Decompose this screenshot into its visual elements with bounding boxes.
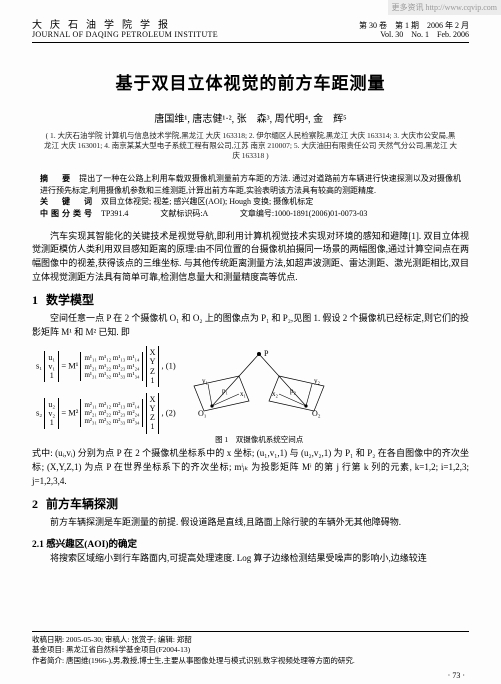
- volume-info: 第 30 卷 第 1 期 2006 年 2 月 Vol. 30 No. 1 Fe…: [359, 21, 469, 40]
- journal-name: 大庆石油学院学报 JOURNAL OF DAQING PETROLEUM INS…: [32, 20, 218, 40]
- svg-text:x₁: x₁: [240, 390, 246, 398]
- page-footer: 收稿日期: 2005-05-30; 审稿人: 张赏子; 编辑: 郑韶 基金项目:…: [32, 631, 469, 667]
- keywords-label: 关 键 词: [40, 197, 95, 206]
- subsection-2-1-title: 感兴趣区(AOI)的确定: [46, 540, 137, 550]
- volume-line-2: Vol. 30 No. 1 Feb. 2006: [359, 30, 469, 40]
- author-list: 唐国维¹, 唐志健¹·², 张 森³, 周代明⁴, 金 辉⁵: [32, 110, 469, 125]
- author-bio: 作者简介: 唐国维(1966-),男,教授,博士生,主要从事图像处理与模式识别,…: [32, 656, 469, 667]
- eq2-vec1: u₂ v₂ 1: [44, 398, 59, 430]
- eq1-vec2: X Y Z 1: [146, 346, 160, 387]
- section-2-num: 2: [32, 497, 38, 511]
- equation-1: s₁ u₁ v₁ 1 = M¹ m¹₁₁ m¹₁₂ m¹₁₃ m¹₁₄ m¹₂₁…: [36, 346, 176, 387]
- sec2-para: 前方车辆探测是车距测量的前提. 假设道路是直线,且路面上除行驶的车辆外无其他障碍…: [32, 516, 469, 530]
- equation-and-figure-row: s₁ u₁ v₁ 1 = M¹ m¹₁₁ m¹₁₂ m¹₁₃ m¹₁₄ m¹₂₁…: [36, 346, 469, 445]
- abstract-text: 提出了一种在公路上利用车载双摄像机测量前方车距的方法. 通过对道路前方车辆进行快…: [40, 174, 461, 195]
- section-2-heading: 2 前方车辆探测: [32, 495, 469, 512]
- classification-label: 中图分类号: [40, 209, 95, 218]
- volume-line-1: 第 30 卷 第 1 期 2006 年 2 月: [359, 21, 469, 31]
- section-1-heading: 1 数学模型: [32, 291, 469, 308]
- introduction-paragraph: 汽车实现其智能化的关键技术是视觉导航,即利用计算机视觉技术实现对环境的感知和避障…: [32, 230, 469, 286]
- keywords-text: 双目立体视觉; 视差; 感兴趣区(AOI); Hough 变换; 摄像机标定: [101, 197, 313, 206]
- abstract-label: 摘 要: [40, 174, 73, 183]
- eq1-vec1: u₁ v₁ 1: [44, 351, 59, 383]
- eq1-matrix: m¹₁₁ m¹₁₂ m¹₁₃ m¹₁₄ m¹₂₁ m¹₂₂ m¹₂₃ m¹₂₄ …: [80, 352, 143, 380]
- subsection-2-1-heading: 2.1 感兴趣区(AOI)的确定: [32, 536, 469, 550]
- svg-text:O₂: O₂: [312, 409, 321, 418]
- affiliations: ( 1. 大庆石油学院 计算机与信息技术学院,黑龙江 大庆 163318; 2.…: [42, 131, 459, 161]
- journal-name-en: JOURNAL OF DAQING PETROLEUM INSTITUTE: [32, 31, 218, 40]
- section-1-title: 数学模型: [46, 293, 94, 307]
- subsection-2-1-num: 2.1: [32, 540, 44, 550]
- svg-text:P: P: [264, 349, 269, 358]
- svg-text:p₂: p₂: [290, 387, 297, 395]
- eq2-vec2: X Y Z 1: [146, 393, 160, 434]
- running-header: 大庆石油学院学报 JOURNAL OF DAQING PETROLEUM INS…: [32, 20, 469, 43]
- sec1-para2: 式中: (uᵢ,vᵢ) 分别为点 P 在 2 个摄像机坐标系中的 x 坐标; (…: [32, 447, 469, 489]
- eq2-mid: = M²: [61, 407, 78, 417]
- section-2-title: 前方车辆探测: [46, 497, 118, 511]
- equations-column: s₁ u₁ v₁ 1 = M¹ m¹₁₁ m¹₁₂ m¹₁₃ m¹₁₄ m¹₂₁…: [36, 346, 176, 434]
- abstract-block: 摘 要 提出了一种在公路上利用车载双摄像机测量前方车距的方法. 通过对道路前方车…: [40, 173, 461, 219]
- classification-row: 中图分类号 TP391.4 文献标识码:A 文章编号:1000-1891(200…: [40, 208, 461, 220]
- figure-1: P O₁ p₁ x₁ y₁ O₂ p₂ x₂ y₂: [182, 346, 337, 445]
- svg-text:p₁: p₁: [222, 387, 228, 395]
- page-number: · 73 ·: [448, 671, 465, 680]
- eq1-lhs: s₁: [36, 361, 42, 371]
- sec2-1-para: 将搜索区域缩小到行车路面内,可提高处理速度. Log 算子边缘检测结果受噪声的影…: [32, 552, 469, 566]
- funding-info: 基金项目: 黑龙江省自然科学基金项目(F2004-13): [32, 645, 469, 656]
- stereo-camera-diagram-icon: P O₁ p₁ x₁ y₁ O₂ p₂ x₂ y₂: [184, 346, 334, 432]
- sec1-para1: 空间任意一点 P 在 2 个摄像机 O₁ 和 O₂ 上的图像点为 P₁ 和 P₂…: [32, 312, 469, 340]
- abstract-row: 摘 要 提出了一种在公路上利用车载双摄像机测量前方车距的方法. 通过对道路前方车…: [40, 173, 461, 196]
- classification-text: TP391.4 文献标识码:A 文章编号:1000-1891(2006)01-0…: [101, 209, 367, 218]
- svg-text:O₁: O₁: [198, 409, 207, 418]
- eq2-lhs: s₂: [36, 407, 42, 417]
- page: 更多资讯 http://www.cqvip.com 大庆石油学院学报 JOURN…: [0, 0, 501, 684]
- received-date: 收稿日期: 2005-05-30; 审稿人: 张赏子; 编辑: 郑韶: [32, 635, 469, 646]
- svg-text:y₁: y₁: [202, 377, 208, 385]
- watermark: 更多资讯 http://www.cqvip.com: [388, 0, 501, 15]
- eq1-tag: , (1): [162, 361, 176, 371]
- paper-title: 基于双目立体视觉的前方车距测量: [32, 69, 469, 94]
- figure-1-caption: 图 1 双摄像机系统空间点: [182, 434, 337, 445]
- eq2-matrix: m²₁₁ m²₁₂ m²₁₃ m²₁₄ m²₂₁ m²₂₂ m²₂₃ m²₂₄ …: [80, 399, 143, 427]
- eq2-tag: , (2): [162, 407, 176, 417]
- svg-text:x₂: x₂: [272, 390, 279, 398]
- section-1-num: 1: [32, 293, 38, 307]
- eq1-mid: = M¹: [61, 361, 78, 371]
- equation-2: s₂ u₂ v₂ 1 = M² m²₁₁ m²₁₂ m²₁₃ m²₁₄ m²₂₁…: [36, 393, 176, 434]
- svg-text:y₂: y₂: [314, 377, 321, 385]
- keywords-row: 关 键 词 双目立体视觉; 视差; 感兴趣区(AOI); Hough 变换; 摄…: [40, 196, 461, 208]
